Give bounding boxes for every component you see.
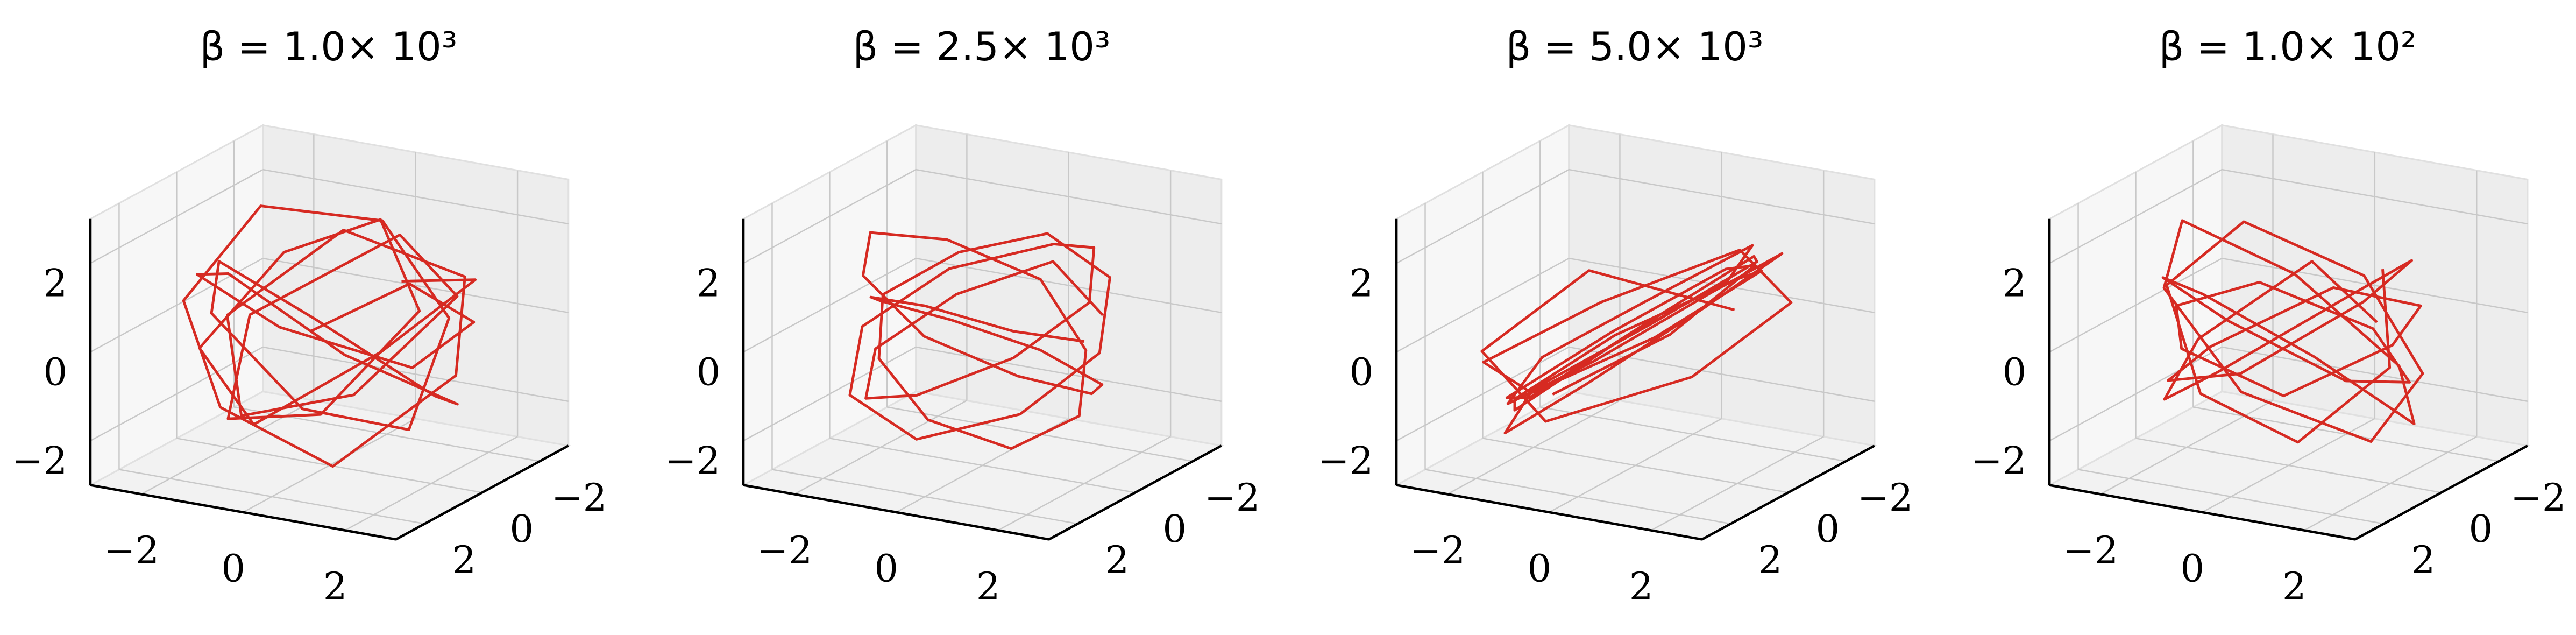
z-tick-label: −2 [1318, 439, 1374, 483]
grid-line [2222, 168, 2528, 225]
grid-line [2135, 438, 2442, 493]
chart-title: β = 1.0× 10³ [200, 24, 457, 70]
grid-line [916, 257, 1222, 314]
x-tick-label: 0 [874, 546, 898, 590]
x-tick-label: 0 [2180, 546, 2204, 590]
chart-title: β = 1.0× 10² [2159, 24, 2417, 70]
grid-line [1425, 469, 1731, 525]
grid-line [772, 469, 1078, 525]
y-tick-label: 0 [2469, 507, 2493, 551]
grid-line [2049, 257, 2223, 353]
z-tick-label: 2 [1350, 261, 1374, 305]
axis-line [2049, 484, 2355, 541]
grid-line [743, 257, 917, 353]
x-tick-label: 2 [2282, 565, 2307, 609]
chart-title: β = 2.5× 10³ [853, 24, 1111, 70]
z-tick-label: 0 [44, 350, 68, 394]
grid-line [1396, 346, 1570, 442]
axis-line [395, 444, 569, 541]
grid-line [1396, 169, 1570, 264]
grid-line [1482, 438, 1789, 493]
z-tick-label: 2 [697, 261, 721, 305]
grid-line [1569, 168, 1875, 225]
z-tick-label: −2 [1971, 439, 2027, 483]
y-tick-label: −2 [1857, 476, 1913, 520]
grid-line [829, 438, 1136, 493]
y-tick-label: 0 [509, 507, 534, 551]
grid-line [916, 346, 1222, 402]
grid-line [743, 346, 917, 442]
x-tick-label: −2 [2063, 528, 2119, 573]
z-tick-label: −2 [665, 439, 721, 483]
x-tick-label: 2 [1629, 565, 1654, 609]
trajectory [848, 231, 1111, 450]
grid-line [2078, 469, 2384, 525]
z-tick-label: 2 [2003, 261, 2027, 305]
z-tick-label: 2 [44, 261, 68, 305]
grid-line [1396, 257, 1570, 353]
axis-line [90, 484, 396, 541]
grid-line [262, 168, 569, 225]
grid-line [1540, 406, 1846, 462]
axis-line [2354, 444, 2528, 541]
x-tick-label: 0 [221, 546, 245, 590]
chart-title: β = 5.0× 10³ [1506, 24, 1764, 70]
y-tick-label: 2 [2411, 538, 2436, 582]
grid-line [916, 168, 1222, 225]
y-tick-label: −2 [1204, 476, 1260, 520]
z-tick-label: 0 [1350, 350, 1374, 394]
y-tick-label: 2 [452, 538, 476, 582]
axis-line [1701, 444, 1875, 541]
grid-line [119, 469, 425, 525]
z-tick-label: 0 [697, 350, 721, 394]
axis-line [743, 484, 1049, 541]
z-tick-label: −2 [12, 439, 68, 483]
y-tick-label: 2 [1758, 538, 1783, 582]
y-tick-label: −2 [551, 476, 607, 520]
grid-line [743, 169, 917, 264]
x-tick-label: −2 [1410, 528, 1466, 573]
grid-line [2049, 346, 2223, 442]
trajectory [1480, 244, 1793, 435]
grid-line [1569, 346, 1875, 402]
grid-line [90, 257, 264, 353]
z-tick-label: 0 [2003, 350, 2027, 394]
grid-line [90, 169, 264, 264]
y-tick-label: 2 [1105, 538, 1130, 582]
x-tick-label: 2 [323, 565, 347, 609]
trajectory [2161, 219, 2424, 444]
grid-line [2049, 169, 2223, 264]
y-tick-label: 0 [1815, 507, 1840, 551]
y-tick-label: −2 [2510, 476, 2566, 520]
y-tick-label: 0 [1162, 507, 1187, 551]
x-tick-label: −2 [104, 528, 160, 573]
grid-line [262, 257, 569, 314]
grid-line [2222, 257, 2528, 314]
axis-line [1048, 444, 1222, 541]
grid-line [262, 346, 569, 402]
x-tick-label: 2 [976, 565, 1000, 609]
x-tick-label: 0 [1527, 546, 1551, 590]
axis-line [1396, 484, 1702, 541]
trajectory [182, 204, 477, 468]
x-tick-label: −2 [757, 528, 813, 573]
